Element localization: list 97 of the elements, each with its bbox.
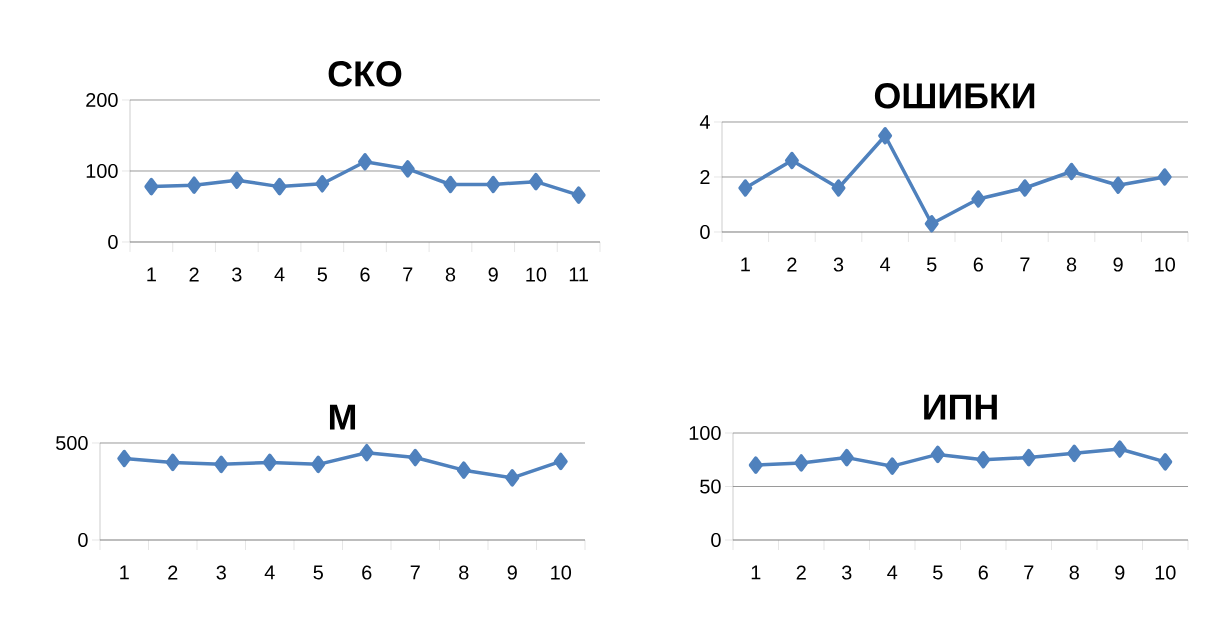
x-tick-label: 10: [526, 267, 547, 282]
point: [885, 457, 900, 475]
x-tick-label: 5: [933, 565, 943, 580]
point: [1111, 176, 1126, 194]
point: [794, 454, 809, 472]
point: [571, 186, 586, 204]
point: [831, 179, 846, 197]
point: [262, 453, 277, 472]
x-tick-label: 9: [507, 565, 517, 580]
chart-title: ИПН: [924, 394, 997, 420]
point: [187, 176, 202, 194]
x-tick-label: 5: [313, 565, 323, 580]
x-tick-label: 9: [1113, 257, 1123, 272]
x-tick-label: 6: [360, 267, 370, 282]
point: [976, 451, 991, 469]
x-tick-label: 4: [887, 565, 898, 580]
point: [117, 449, 132, 468]
x-tick-label: 5: [317, 267, 327, 282]
y-tick-label: 100: [86, 163, 118, 179]
y-tick-label: 500: [56, 435, 88, 451]
chart-title: ОШИБКИ: [874, 83, 1035, 109]
point: [400, 160, 415, 178]
x-tick-label: 7: [1020, 257, 1030, 272]
point: [505, 469, 520, 487]
y-tick-label: 0: [711, 532, 721, 548]
x-tick-label: 6: [362, 565, 372, 580]
point: [924, 215, 939, 233]
chart-title: СКО: [328, 61, 402, 87]
point: [214, 455, 229, 474]
x-tick-label: 5: [926, 257, 937, 272]
point: [456, 461, 471, 479]
point: [1021, 448, 1036, 467]
x-tick-label: 4: [274, 267, 285, 282]
x-tick-label: 8: [1069, 565, 1079, 580]
x-tick-label: 9: [1115, 565, 1125, 580]
point: [144, 177, 159, 196]
x-tick-label: 1: [751, 565, 761, 580]
point: [748, 456, 763, 474]
point: [1112, 440, 1127, 458]
point: [839, 448, 854, 467]
x-tick-label: 2: [168, 565, 178, 580]
x-tick-label: 3: [216, 565, 226, 580]
point: [971, 190, 986, 208]
x-tick-label: 6: [973, 257, 983, 272]
x-tick-label: 8: [1066, 257, 1077, 272]
point: [1064, 162, 1079, 181]
point: [315, 175, 330, 193]
x-tick-label: 2: [189, 267, 199, 282]
x-tick-label: 2: [796, 565, 806, 580]
y-tick-label: 0: [78, 532, 88, 548]
point: [553, 452, 568, 471]
point: [1067, 444, 1082, 463]
x-tick-label: 7: [410, 565, 420, 580]
point: [358, 153, 372, 171]
x-tick-label: 2: [787, 257, 797, 272]
x-tick-label: 1: [120, 565, 129, 580]
point: [1158, 453, 1173, 471]
x-tick-label: 3: [232, 267, 242, 282]
x-tick-label: 7: [403, 267, 413, 282]
y-tick-label: 50: [700, 479, 721, 494]
point: [784, 151, 799, 170]
x-tick-label: 1: [741, 257, 750, 272]
point: [1157, 168, 1172, 186]
point: [930, 445, 945, 464]
y-tick-label: 100: [689, 425, 721, 441]
y-tick-label: 2: [700, 170, 710, 184]
x-tick-label: 10: [1155, 565, 1176, 580]
point: [408, 448, 423, 467]
x-tick-label: 9: [488, 267, 498, 282]
y-tick-label: 0: [700, 224, 710, 240]
point: [878, 127, 893, 145]
x-tick-label: 8: [445, 267, 456, 282]
point: [311, 455, 326, 474]
point: [486, 175, 501, 194]
x-tick-label: 10: [551, 565, 572, 580]
point: [443, 175, 458, 194]
x-tick-label: 11: [569, 267, 589, 282]
x-tick-label: 6: [978, 565, 988, 580]
point: [1017, 179, 1032, 197]
y-tick-label: 0: [108, 234, 118, 250]
point: [229, 171, 244, 189]
x-tick-label: 8: [459, 565, 469, 580]
point: [165, 453, 180, 472]
x-tick-label: 4: [264, 565, 275, 580]
x-tick-label: 4: [880, 257, 891, 272]
x-tick-label: 7: [1024, 565, 1034, 580]
point: [528, 172, 543, 191]
y-tick-label: 4: [699, 115, 710, 129]
chart-title: М: [329, 404, 356, 430]
x-tick-label: 10: [1155, 257, 1175, 272]
x-tick-label: 3: [833, 257, 844, 272]
x-tick-label: 3: [841, 565, 852, 580]
y-tick-label: 200: [86, 92, 118, 108]
x-tick-label: 1: [147, 267, 156, 282]
point: [738, 179, 753, 197]
point: [272, 177, 287, 196]
point: [359, 443, 374, 462]
